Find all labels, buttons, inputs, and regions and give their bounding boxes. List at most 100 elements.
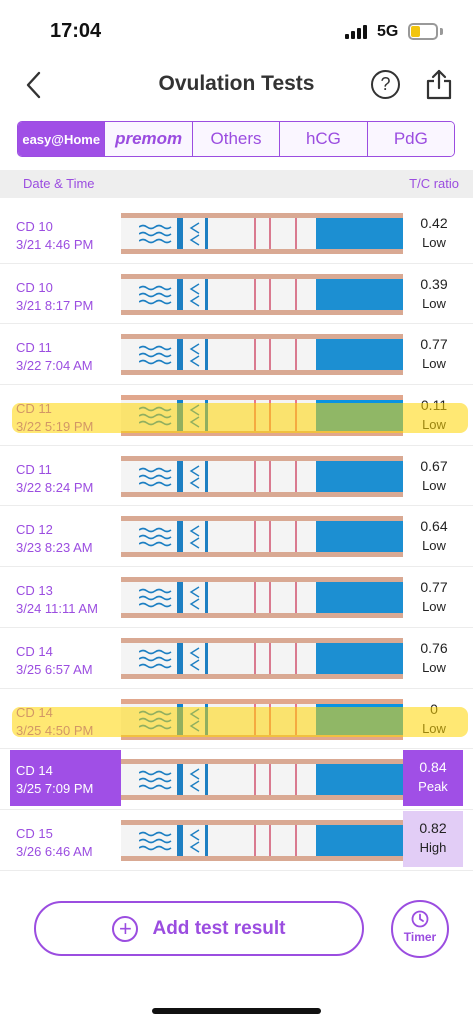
brand-tabs: easy@Home premom Others hCG PdG <box>17 121 455 157</box>
header-tc-ratio: T/C ratio <box>409 176 459 191</box>
back-icon[interactable] <box>18 68 52 102</box>
test-datetime: 3/21 4:46 PM <box>16 237 94 252</box>
header-date-time: Date & Time <box>23 176 95 191</box>
ratio-level: Low <box>422 235 446 250</box>
test-strip-photo: hLHhLH <box>121 759 403 801</box>
tab-others[interactable]: Others <box>191 122 280 156</box>
cycle-day: CD 11 <box>16 340 52 356</box>
add-test-result-button[interactable]: + Add test result <box>34 901 364 956</box>
cycle-day: CD 15 <box>16 825 53 841</box>
test-datetime: 3/22 7:04 AM <box>16 358 93 374</box>
table-row[interactable]: CD 11 3/22 5:19 PM hLHhLH 0.11 Low <box>0 385 473 446</box>
help-icon[interactable]: ? <box>371 70 400 99</box>
row-date-time: CD 11 3/22 8:24 PM <box>16 461 93 497</box>
test-datetime: 3/23 8:23 AM <box>16 540 93 556</box>
row-tc-ratio: 0.76 Low <box>404 638 464 682</box>
row-tc-ratio: 0.77 Low <box>404 577 464 621</box>
battery-icon <box>408 23 438 40</box>
timer-button[interactable]: Timer <box>391 900 449 958</box>
table-row[interactable]: CD 15 3/26 6:46 AM hLHhLH 0.82 High <box>0 810 473 871</box>
ratio-value: 0.82 <box>419 819 447 836</box>
row-tc-ratio: 0.42 Low <box>404 213 464 257</box>
test-strip-photo: hLHhLH <box>121 637 403 679</box>
ratio-value: 0.76 <box>420 639 448 656</box>
ratio-value: 0.67 <box>420 457 448 474</box>
row-date-time: CD 10 3/21 4:46 PM <box>16 218 93 254</box>
cycle-day: CD 14 <box>16 643 53 659</box>
bottom-bar: + Add test result Timer <box>0 880 473 1024</box>
test-datetime: 3/24 11:11 AM <box>16 601 98 617</box>
test-datetime: 3/21 8:17 PM <box>16 297 94 313</box>
test-strip-photo: hLHhLH <box>121 819 403 861</box>
table-row[interactable]: CD 11 3/22 8:24 PM hLHhLH 0.67 Low <box>0 446 473 507</box>
row-date-time: CD 12 3/23 8:23 AM <box>16 521 93 557</box>
tab-premom[interactable]: premom <box>104 122 192 156</box>
test-result-list: CD 10 3/21 4:46 PM hLHhLH 0.42 Low CD 10 3/21 … <box>0 203 473 871</box>
test-datetime: 3/25 6:57 AM <box>16 661 93 677</box>
test-strip-photo: hLHhLH <box>121 698 403 740</box>
cycle-day: CD 14 <box>16 763 53 779</box>
row-tc-ratio: 0.82 High <box>403 810 463 867</box>
cycle-day: CD 12 <box>16 522 53 538</box>
row-tc-ratio: 0 Low <box>404 699 464 743</box>
ratio-level: Low <box>422 356 446 372</box>
row-tc-ratio: 0.84 Peak <box>403 750 463 807</box>
test-datetime: 3/25 4:50 PM <box>16 722 94 738</box>
table-row[interactable]: CD 10 3/21 4:46 PM hLHhLH 0.42 Low <box>0 203 473 264</box>
ratio-value: 0 <box>430 700 438 717</box>
ratio-level: High <box>419 839 447 855</box>
table-row[interactable]: CD 12 3/23 8:23 AM hLHhLH 0.64 Low <box>0 506 473 568</box>
cycle-day: CD 14 <box>16 704 53 720</box>
cycle-day: CD 10 <box>16 219 53 234</box>
tab-easy-at-home[interactable]: easy@Home <box>18 122 105 156</box>
ratio-value: 0.77 <box>420 579 448 596</box>
plus-circle-icon: + <box>112 915 139 942</box>
ratio-value: 0.64 <box>420 518 448 535</box>
network-label: 5G <box>377 23 399 40</box>
ratio-level: Low <box>422 417 446 433</box>
row-date-time: CD 14 3/25 6:57 AM <box>16 643 93 679</box>
row-tc-ratio: 0.77 Low <box>404 334 464 378</box>
status-bar: 17:04 5G <box>0 0 473 60</box>
row-date-time: CD 11 3/22 5:19 PM <box>16 400 93 436</box>
table-row[interactable]: CD 14 3/25 4:50 PM hLHhLH 0 Low <box>0 689 473 750</box>
ratio-value: 0.39 <box>420 275 448 292</box>
row-tc-ratio: 0.64 Low <box>404 516 464 560</box>
ratio-level: Low <box>422 659 446 675</box>
battery-cap <box>440 28 443 35</box>
tab-hcg[interactable]: hCG <box>279 122 367 156</box>
ratio-level: Low <box>422 538 446 554</box>
row-date-time: CD 10 3/21 8:17 PM <box>16 279 93 315</box>
table-row[interactable]: CD 10 3/21 8:17 PM hLHhLH 0.39 Low <box>0 264 473 325</box>
test-strip-photo: hLHhLH <box>121 334 403 376</box>
nav-bar: Ovulation Tests ? <box>0 60 473 110</box>
signal-icon <box>345 25 371 39</box>
page-title: Ovulation Tests <box>158 72 315 95</box>
ratio-level: Low <box>422 720 446 736</box>
row-tc-ratio: 0.67 Low <box>404 456 464 500</box>
row-tc-ratio: 0.39 Low <box>404 274 464 318</box>
ratio-level: Low <box>422 477 446 493</box>
ratio-value: 0.42 <box>420 215 448 231</box>
table-row[interactable]: CD 14 3/25 6:57 AM hLHhLH 0.76 Low <box>0 628 473 689</box>
ratio-level: Low <box>422 295 446 311</box>
share-icon[interactable] <box>424 68 454 100</box>
test-strip-photo: hLHhLH <box>121 395 403 437</box>
ratio-value: 0.11 <box>420 397 448 414</box>
tab-pdg[interactable]: PdG <box>366 122 454 156</box>
cycle-day: CD 10 <box>16 279 53 295</box>
row-tc-ratio: 0.11 Low <box>404 395 464 439</box>
test-strip-photo: hLHhLH <box>121 516 403 558</box>
table-row[interactable]: CD 14 3/25 7:09 PM hLHhLH 0.84 Peak <box>0 749 473 810</box>
clock-icon <box>411 910 429 928</box>
ratio-value: 0.77 <box>420 336 448 353</box>
row-date-time: CD 13 3/24 11:11 AM <box>16 582 98 618</box>
table-header: Date & Time T/C ratio <box>0 170 473 198</box>
table-row[interactable]: CD 13 3/24 11:11 AM hLHhLH 0.77 Low <box>0 567 473 628</box>
timer-label: Timer <box>403 930 437 944</box>
home-indicator <box>152 1008 321 1014</box>
table-row[interactable]: CD 11 3/22 7:04 AM hLHhLH 0.77 Low <box>0 324 473 386</box>
cycle-day: CD 11 <box>16 461 52 477</box>
add-test-result-label: Add test result <box>152 917 286 939</box>
row-date-time: CD 11 3/22 7:04 AM <box>16 339 93 375</box>
